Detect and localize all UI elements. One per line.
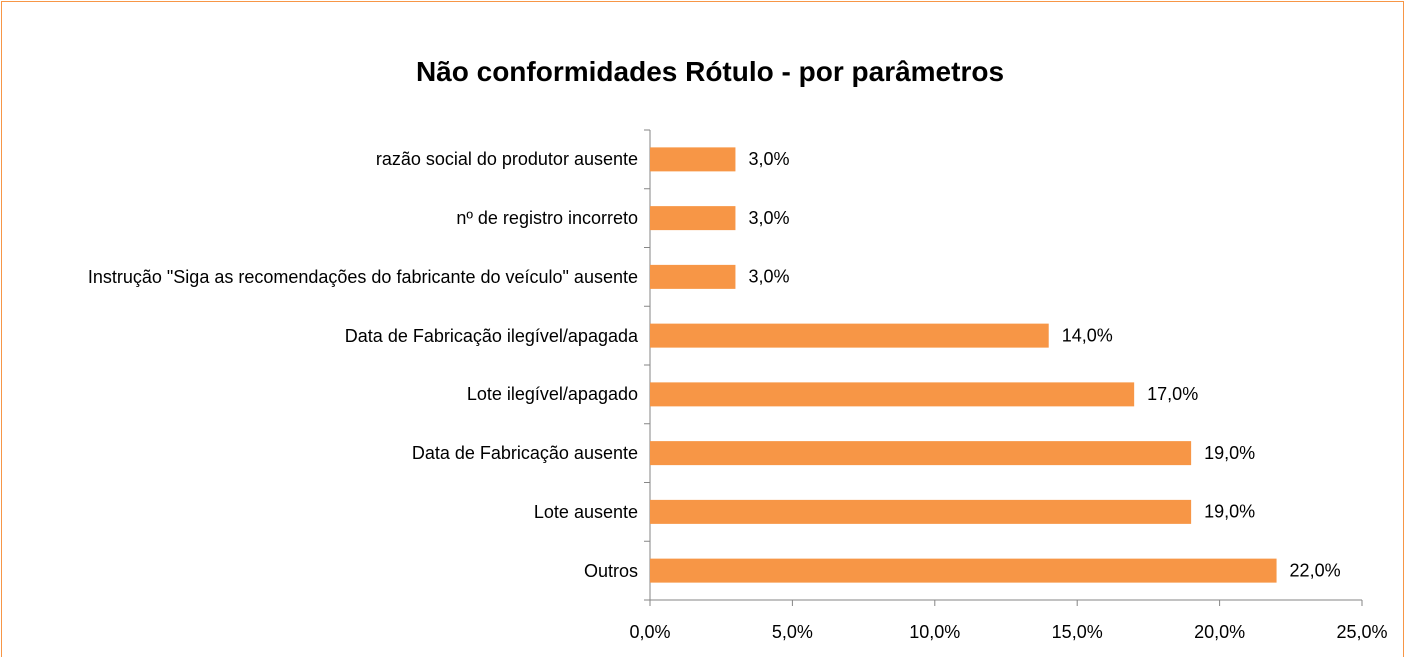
y-tick-label: Data de Fabricação ausente — [411, 443, 638, 464]
bar — [650, 382, 1135, 407]
value-label: 19,0% — [1204, 502, 1255, 522]
bar — [650, 264, 736, 289]
bar — [650, 206, 736, 231]
bar — [650, 323, 1049, 348]
y-tick-label: nº de registro incorreto — [456, 208, 638, 229]
value-label: 19,0% — [1204, 443, 1255, 463]
y-tick-label: razão social do produtor ausente — [375, 149, 638, 170]
bar — [650, 147, 736, 172]
value-label: 3,0% — [748, 149, 789, 169]
x-tick-label: 20,0% — [1194, 622, 1245, 642]
bar — [650, 499, 1192, 524]
x-tick-label: 5,0% — [772, 622, 813, 642]
x-tick-label: 0,0% — [629, 622, 670, 642]
chart-title: Não conformidades Rótulo - por parâmetro… — [415, 56, 1005, 87]
value-label: 3,0% — [748, 208, 789, 228]
value-label: 17,0% — [1147, 384, 1198, 404]
value-label: 22,0% — [1290, 560, 1341, 580]
y-tick-label: Data de Fabricação ilegível/apagada — [344, 325, 638, 346]
value-label: 14,0% — [1062, 325, 1113, 345]
y-tick-label: Instrução "Siga as recomendações do fabr… — [87, 266, 638, 287]
x-tick-label: 10,0% — [909, 622, 960, 642]
y-tick-label: Outros — [583, 560, 638, 581]
bar — [650, 441, 1192, 466]
bar — [650, 558, 1277, 583]
value-label: 3,0% — [748, 267, 789, 287]
y-tick-label: Lote ilegível/apagado — [466, 384, 638, 405]
x-tick-label: 15,0% — [1052, 622, 1103, 642]
y-tick-label: Lote ausente — [533, 501, 638, 522]
x-tick-label: 25,0% — [1336, 622, 1387, 642]
